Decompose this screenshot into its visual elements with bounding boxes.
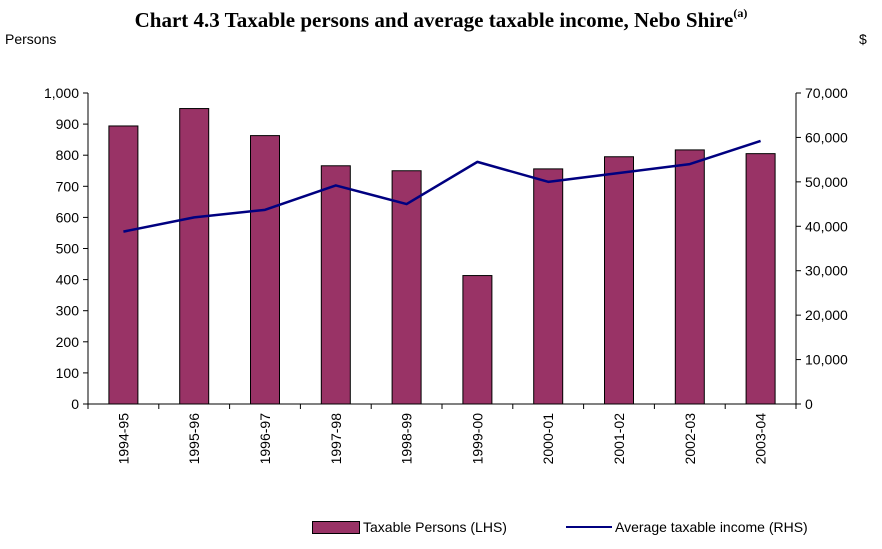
chart-title: Chart 4.3 Taxable persons and average ta… (134, 6, 748, 32)
bar (391, 170, 422, 405)
bar (462, 275, 493, 405)
left-tick-label: 0 (71, 396, 79, 412)
x-tick-label: 1994-95 (115, 413, 131, 465)
x-tick-label: 2002-03 (682, 413, 698, 465)
right-tick-label: 70,000 (805, 85, 848, 101)
legend-line-swatch (566, 526, 612, 528)
right-tick-label: 10,000 (805, 352, 848, 368)
right-axis-title: $ (859, 31, 867, 47)
left-tick-label: 100 (56, 365, 80, 381)
legend-line-label: Average taxable income (RHS) (615, 519, 808, 535)
x-tick-label: 2001-02 (611, 413, 627, 465)
left-tick-label: 600 (56, 209, 80, 225)
right-tick-label: 20,000 (805, 307, 848, 323)
x-tick-label: 1997-98 (328, 413, 344, 465)
bar (250, 135, 280, 405)
x-tick-label: 1998-99 (399, 413, 415, 465)
legend-bar-swatch (312, 520, 360, 534)
left-tick-label: 700 (56, 178, 80, 194)
left-axis-title: Persons (5, 31, 57, 47)
right-tick-label: 50,000 (805, 174, 848, 190)
bar (320, 165, 351, 405)
bar (604, 156, 634, 405)
right-tick-label: 30,000 (805, 263, 848, 279)
right-tick-label: 40,000 (805, 218, 848, 234)
left-tick-label: 1,000 (44, 85, 79, 101)
bar (674, 149, 705, 405)
bar (533, 168, 564, 405)
left-tick-label: 900 (56, 116, 80, 132)
x-tick-label: 1996-97 (257, 413, 273, 465)
average-income-line (123, 139, 761, 233)
left-tick-label: 800 (56, 147, 80, 163)
left-tick-label: 400 (56, 272, 80, 288)
title-footnote-marker: (a) (733, 6, 748, 20)
x-tick-label: 2003-04 (753, 413, 769, 465)
legend-item-line: Average taxable income (RHS) (566, 518, 808, 536)
left-tick-label: 200 (56, 334, 80, 350)
x-tick-label: 2000-01 (540, 413, 556, 465)
left-tick-label: 500 (56, 241, 80, 257)
bar (745, 153, 776, 405)
bar (108, 125, 139, 405)
bar (179, 108, 210, 405)
right-tick-label: 0 (805, 396, 813, 412)
x-tick-label: 1995-96 (186, 413, 202, 465)
legend-bar-label: Taxable Persons (LHS) (363, 519, 507, 535)
left-tick-label: 300 (56, 303, 80, 319)
legend-item-bars: Taxable Persons (LHS) (312, 518, 507, 536)
x-tick-label: 1999-00 (469, 413, 485, 465)
right-tick-label: 60,000 (805, 129, 848, 145)
